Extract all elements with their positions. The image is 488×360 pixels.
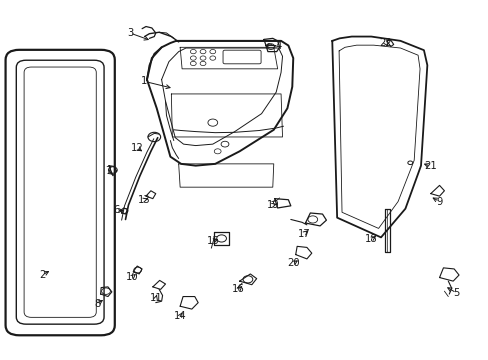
Text: 21: 21 — [424, 161, 436, 171]
Text: 9: 9 — [435, 197, 442, 207]
Text: 3: 3 — [126, 28, 133, 38]
Text: 17: 17 — [297, 229, 310, 239]
Text: 11: 11 — [149, 293, 162, 303]
Text: 10: 10 — [126, 272, 139, 282]
Text: 12: 12 — [131, 143, 143, 153]
Text: 18: 18 — [364, 234, 377, 244]
Text: 8: 8 — [94, 299, 100, 309]
Text: 20: 20 — [286, 258, 299, 268]
Text: 15: 15 — [206, 236, 219, 246]
Text: 6: 6 — [113, 206, 120, 216]
Text: 13: 13 — [138, 195, 150, 205]
Text: 14: 14 — [173, 311, 186, 321]
Text: 22: 22 — [379, 38, 391, 48]
Text: 2: 2 — [39, 270, 45, 280]
Text: 5: 5 — [452, 288, 459, 298]
Text: 16: 16 — [232, 284, 244, 294]
Text: 1: 1 — [141, 76, 147, 86]
Text: 19: 19 — [266, 200, 279, 210]
Text: 4: 4 — [275, 41, 281, 50]
Text: 7: 7 — [104, 166, 111, 176]
